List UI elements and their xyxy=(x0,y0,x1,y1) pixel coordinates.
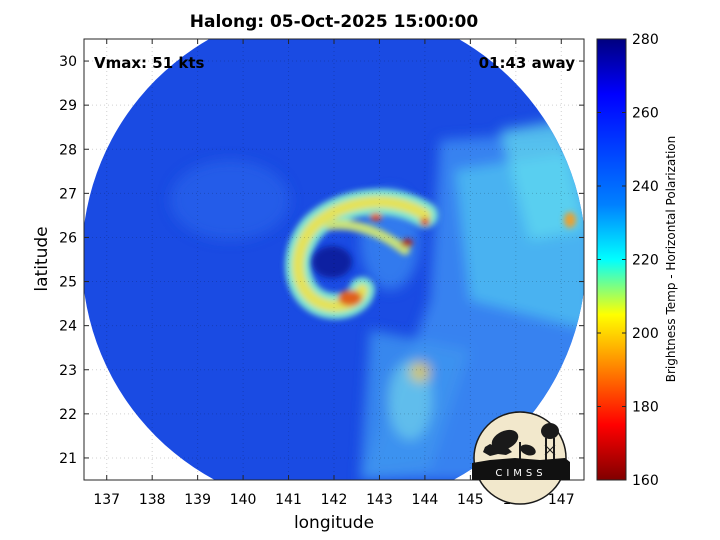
x-tick-label: 140 xyxy=(230,492,257,508)
y-tick-label: 23 xyxy=(59,363,77,379)
colorbar-tick-label: 220 xyxy=(632,253,659,269)
x-tick-label: 139 xyxy=(184,492,211,508)
y-tick-label: 26 xyxy=(59,230,77,246)
y-tick-label: 28 xyxy=(59,142,77,158)
x-tick-label: 147 xyxy=(548,492,575,508)
y-tick-label: 22 xyxy=(59,407,77,423)
y-tick-label: 25 xyxy=(59,275,77,291)
colorbar-tick-label: 160 xyxy=(632,473,659,489)
y-tick-label: 21 xyxy=(59,451,77,467)
colorbar xyxy=(596,38,627,481)
colorbar-tick-label: 280 xyxy=(632,32,659,48)
grid xyxy=(84,39,584,480)
x-axis-label: longitude xyxy=(294,513,374,533)
cimss-logo-text: CIMSS xyxy=(495,468,546,479)
colorbar-tick-label: 200 xyxy=(632,326,659,342)
x-tick-label: 137 xyxy=(93,492,120,508)
y-tick-label: 30 xyxy=(59,54,77,70)
x-tick-label: 142 xyxy=(321,492,348,508)
x-tick-label: 144 xyxy=(412,492,439,508)
y-axis-ticks: 21 22 23 24 25 26 27 28 29 30 xyxy=(59,54,584,467)
colorbar-label: Brightness Temp - Horizontal Polarizatio… xyxy=(664,136,678,383)
x-tick-label: 141 xyxy=(275,492,302,508)
colorbar-tick-label: 180 xyxy=(632,400,659,416)
x-tick-label: 143 xyxy=(366,492,393,508)
y-tick-label: 24 xyxy=(59,319,77,335)
cimss-logo: CIMSS xyxy=(472,411,570,505)
y-tick-label: 27 xyxy=(59,186,77,202)
chart-title: Halong: 05-Oct-2025 15:00:00 xyxy=(189,12,479,32)
colorbar-ticks: 160 180 200 220 240 260 280 xyxy=(597,32,659,489)
y-tick-label: 29 xyxy=(59,98,77,114)
microwave-image xyxy=(84,39,584,480)
vmax-annotation: Vmax: 51 kts xyxy=(94,54,204,72)
colorbar-tick-label: 240 xyxy=(632,179,659,195)
x-tick-label: 145 xyxy=(457,492,484,508)
time-away-annotation: 01:43 away xyxy=(479,54,576,72)
colorbar-tick-label: 260 xyxy=(632,106,659,122)
x-tick-label: 138 xyxy=(139,492,166,508)
y-axis-label: latitude xyxy=(32,226,52,291)
